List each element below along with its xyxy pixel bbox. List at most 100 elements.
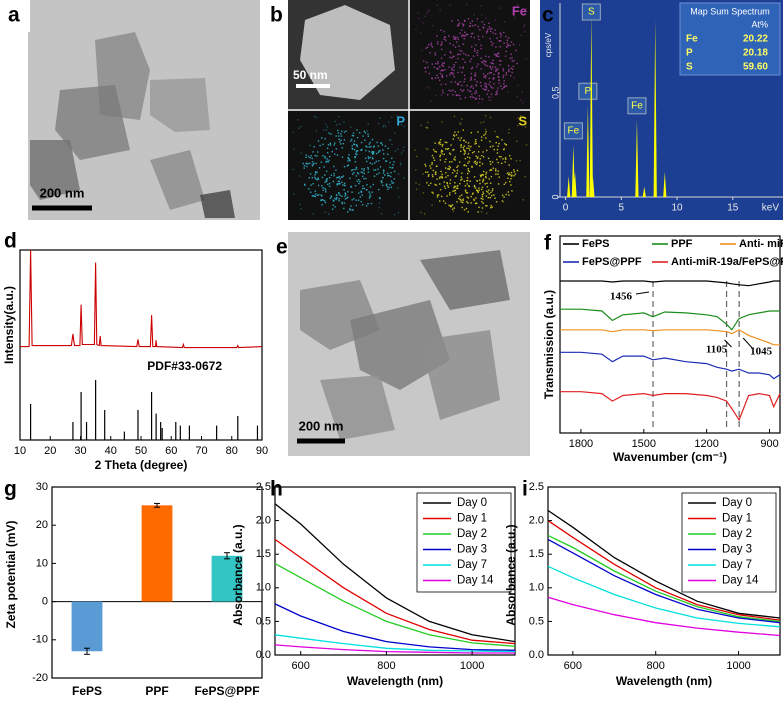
map-dot — [376, 173, 378, 176]
annotation: 1045 — [750, 346, 773, 358]
y-tick-label: -10 — [32, 634, 48, 646]
map-dot — [437, 76, 439, 79]
map-dot — [446, 181, 448, 184]
map-dot — [325, 161, 327, 163]
map-dot — [451, 57, 453, 59]
map-dot — [445, 75, 448, 77]
map-dot — [338, 138, 340, 141]
map-dot — [504, 55, 507, 57]
map-dot — [446, 182, 448, 185]
map-dot — [438, 142, 440, 145]
map-dot — [372, 158, 374, 160]
map-dot — [384, 125, 387, 128]
map-dot — [367, 168, 370, 170]
map-dot — [505, 144, 507, 146]
map-dot — [492, 63, 495, 65]
map-dot — [508, 172, 510, 174]
map-dot — [462, 25, 465, 27]
map-dot — [349, 159, 351, 162]
map-dot — [508, 164, 510, 166]
map-dot — [353, 172, 355, 174]
map-dot — [300, 152, 303, 154]
map-dot — [367, 135, 369, 137]
map-dot — [484, 115, 487, 117]
flake — [150, 78, 210, 132]
map-dot — [382, 169, 385, 171]
flake — [55, 85, 130, 160]
map-dot — [496, 93, 498, 95]
map-dot — [449, 73, 451, 76]
map-dot — [382, 153, 385, 155]
map-dot — [332, 180, 335, 183]
map-dot — [443, 62, 446, 64]
map-dot — [344, 195, 346, 197]
map-dot — [476, 180, 479, 182]
map-dot — [436, 194, 439, 196]
map-dot — [333, 200, 335, 202]
map-dot — [498, 155, 501, 158]
map-dot — [382, 157, 385, 160]
map-dot — [381, 181, 383, 184]
map-dot — [487, 157, 490, 160]
map-dot — [441, 75, 444, 78]
y-tick-label: 30 — [36, 481, 48, 493]
map-dot — [434, 150, 436, 153]
map-dot — [492, 145, 494, 147]
map-dot — [320, 194, 322, 196]
map-dot — [504, 157, 507, 159]
map-dot — [468, 145, 470, 147]
map-dot — [365, 160, 368, 163]
map-dot — [459, 198, 461, 201]
map-dot — [472, 192, 474, 194]
map-dot — [474, 74, 476, 77]
map-dot — [330, 196, 333, 198]
map-dot — [453, 185, 456, 188]
map-dot — [298, 175, 301, 177]
peak — [573, 171, 577, 197]
map-dot — [386, 172, 389, 174]
peak-label-box — [563, 122, 583, 140]
map-dot — [497, 145, 499, 147]
map-dot — [454, 91, 457, 93]
map-dot — [453, 69, 455, 71]
map-dot — [335, 194, 338, 196]
map-dot — [428, 174, 430, 176]
map-dot — [437, 194, 440, 196]
map-dot — [437, 41, 439, 43]
map-label: S — [518, 113, 527, 128]
panel-label: d — [4, 230, 17, 253]
map-dot — [378, 160, 380, 162]
peak — [589, 13, 593, 197]
table-cell: 59.60 — [743, 62, 768, 73]
map-dot — [323, 166, 325, 168]
map-dot — [334, 142, 336, 144]
y-tick-label: 0.5 — [550, 86, 560, 99]
map-dot — [444, 68, 446, 71]
map-dot — [444, 161, 446, 163]
map-dot — [445, 83, 447, 86]
map-dot — [457, 187, 459, 190]
map-dot — [470, 78, 472, 80]
panel-label: a — [8, 4, 20, 27]
data-line — [20, 249, 263, 349]
map-dot — [343, 182, 346, 185]
map-dot — [471, 20, 474, 22]
map-dot — [495, 55, 497, 57]
map-dot — [325, 189, 327, 191]
map-dot — [327, 161, 329, 163]
x-tick-label: 80 — [226, 445, 238, 457]
map-dot — [447, 174, 449, 177]
map-dot — [434, 172, 437, 174]
map-dot — [434, 77, 437, 79]
map-dot — [477, 63, 479, 65]
y-tick-label: 1.5 — [529, 548, 544, 560]
map-dot — [500, 7, 502, 9]
map-dot — [443, 38, 445, 40]
map-dot — [378, 172, 380, 174]
map-dot — [462, 58, 464, 60]
map-dot — [473, 161, 476, 163]
map-dot — [440, 69, 442, 72]
map-dot — [343, 139, 346, 141]
map-dot — [425, 47, 427, 49]
table-cell: Fe — [686, 34, 698, 45]
